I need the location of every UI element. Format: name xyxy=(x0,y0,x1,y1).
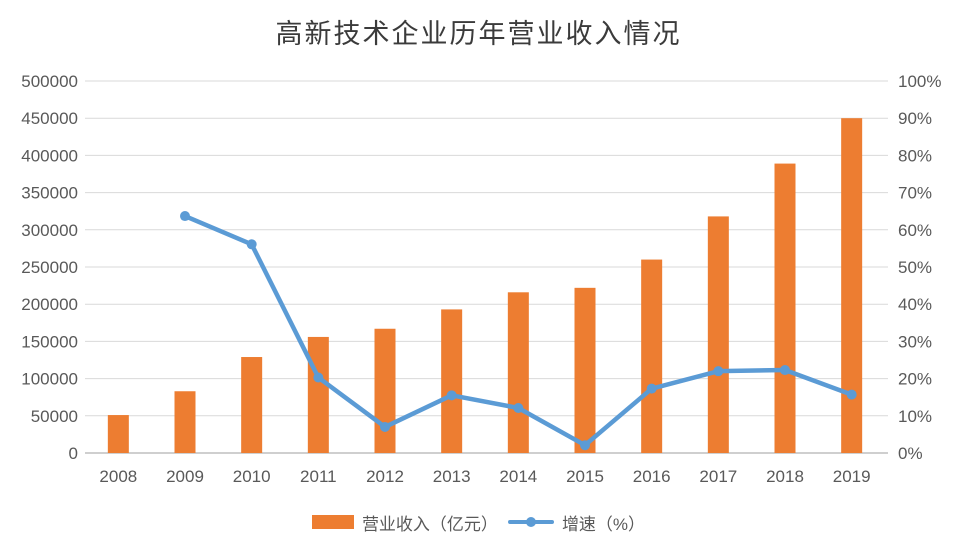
y-axis-left-tick-label: 300000 xyxy=(21,221,78,240)
legend: 营业收入（亿元） 增速（%） xyxy=(0,506,957,538)
growth-point-2019 xyxy=(846,389,857,400)
growth-point-2014 xyxy=(513,402,524,413)
x-axis-tick-label: 2015 xyxy=(566,467,604,486)
y-axis-left-tick-label: 50000 xyxy=(31,407,78,426)
x-axis-tick-label: 2016 xyxy=(633,467,671,486)
y-axis-left-tick-label: 500000 xyxy=(21,72,78,91)
y-axis-left-tick-label: 400000 xyxy=(21,146,78,165)
y-axis-left-tick-label: 450000 xyxy=(21,109,78,128)
legend-item-growth: 增速（%） xyxy=(507,510,646,535)
growth-point-2012 xyxy=(380,421,390,432)
growth-point-2018 xyxy=(780,365,790,376)
bar-2008 xyxy=(107,415,129,453)
legend-label-growth: 增速（%） xyxy=(561,514,646,534)
bar-2014 xyxy=(507,292,529,453)
x-axis-tick-label: 2017 xyxy=(699,467,737,486)
growth-point-2016 xyxy=(646,383,657,394)
y-axis-right-tick-label: 90% xyxy=(898,109,932,128)
bar-2009 xyxy=(174,391,196,453)
bar-2017 xyxy=(707,216,729,453)
y-axis-right-tick-label: 80% xyxy=(898,146,932,165)
growth-line-marker xyxy=(525,517,536,527)
x-axis-tick-label: 2008 xyxy=(99,467,137,486)
y-axis-left-tick-label: 200000 xyxy=(21,295,78,314)
y-axis-right-tick-label: 60% xyxy=(898,221,932,240)
x-axis-tick-label: 2012 xyxy=(366,467,404,486)
y-axis-right-tick-label: 30% xyxy=(898,332,932,351)
y-axis-left-tick-label: 250000 xyxy=(21,258,78,277)
bar-2019 xyxy=(841,118,863,453)
legend-item-revenue: 营业收入（亿元） xyxy=(311,510,498,535)
revenue-bar-swatch-icon xyxy=(311,515,354,529)
x-axis-tick-label: 2013 xyxy=(433,467,471,486)
y-axis-right-tick-label: 40% xyxy=(898,295,932,314)
growth-point-2011 xyxy=(313,372,324,383)
growth-point-2017 xyxy=(713,366,724,377)
bar-2013 xyxy=(441,309,463,453)
x-axis-tick-label: 2009 xyxy=(166,467,204,486)
y-axis-left-tick-label: 0 xyxy=(69,444,78,463)
y-axis-right-tick-label: 0% xyxy=(898,444,923,463)
bar-2011 xyxy=(307,336,329,453)
bar-2012 xyxy=(374,328,396,453)
x-axis-tick-label: 2019 xyxy=(833,467,871,486)
y-axis-left-tick-label: 150000 xyxy=(21,332,78,351)
x-axis-tick-label: 2011 xyxy=(300,467,337,486)
growth-point-2009 xyxy=(180,211,190,222)
bar-2015 xyxy=(574,287,596,453)
y-axis-left-tick-label: 100000 xyxy=(21,370,78,389)
legend-label-revenue: 营业收入（亿元） xyxy=(361,514,498,534)
x-axis-tick-label: 2014 xyxy=(499,467,537,486)
bar-2018 xyxy=(774,163,796,454)
chart-title: 高新技术企业历年营业收入情况 xyxy=(275,19,682,50)
growth-point-2013 xyxy=(446,390,457,401)
y-axis-right-tick-label: 70% xyxy=(898,184,932,203)
growth-point-2010 xyxy=(246,239,257,250)
bar-2010 xyxy=(241,357,263,453)
y-axis-right-tick-label: 100% xyxy=(898,72,941,91)
y-axis-right-tick-label: 50% xyxy=(898,258,932,277)
growth-line-swatch-icon xyxy=(507,515,554,529)
growth-point-2015 xyxy=(580,440,590,451)
y-axis-left-tick-label: 350000 xyxy=(21,184,78,203)
y-axis-right-tick-label: 10% xyxy=(898,407,932,426)
x-axis-tick-label: 2010 xyxy=(233,467,271,486)
bar-2016 xyxy=(641,259,663,453)
x-axis-tick-label: 2018 xyxy=(766,467,804,486)
y-axis-right-tick-label: 20% xyxy=(898,370,932,389)
